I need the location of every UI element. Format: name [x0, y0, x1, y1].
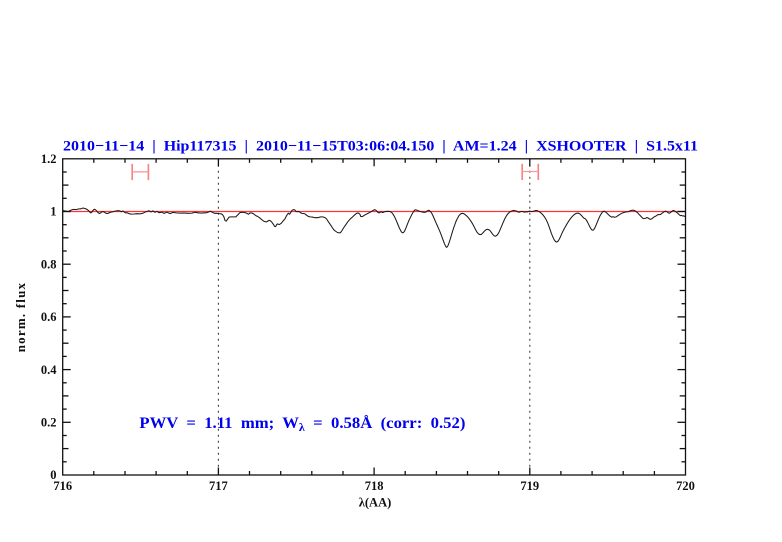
svg-text:718: 718: [365, 479, 384, 493]
svg-text:1: 1: [50, 205, 56, 219]
svg-text:719: 719: [520, 479, 539, 493]
svg-text:λ(AA): λ(AA): [359, 496, 392, 510]
svg-text:0.8: 0.8: [41, 257, 57, 271]
svg-text:720: 720: [676, 479, 695, 493]
svg-text:PWV = 1.11 mm; Wλ = 0.58: PWV = 1.11 mm; Wλ = 0.58Å (corr: 0.52): [139, 414, 465, 434]
svg-text:norm. flux: norm. flux: [13, 282, 28, 353]
svg-text:1.2: 1.2: [41, 152, 57, 166]
svg-text:0: 0: [50, 468, 56, 482]
svg-text:0.4: 0.4: [41, 363, 57, 377]
svg-text:717: 717: [209, 479, 228, 493]
svg-text:0.2: 0.2: [41, 416, 57, 430]
svg-text:716: 716: [53, 479, 72, 493]
svg-text:0.6: 0.6: [41, 310, 57, 324]
svg-text:2010−11−14 | Hip117315 | 2: 2010−11−14 | Hip117315 | 2010−11−15T03:0…: [63, 139, 698, 155]
